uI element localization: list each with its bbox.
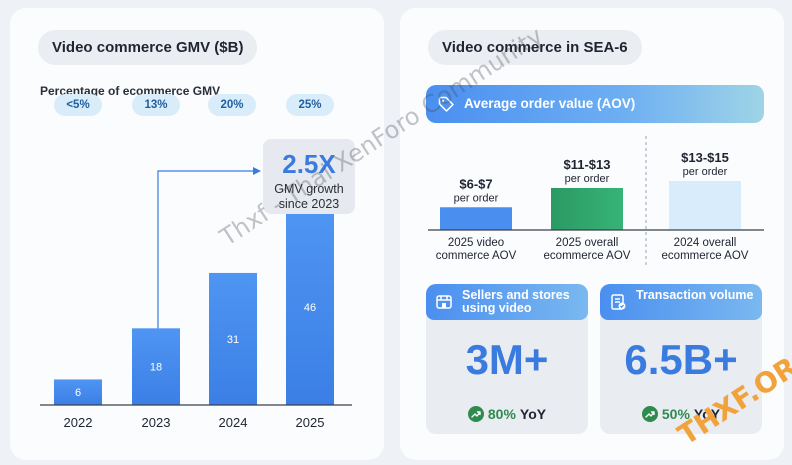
storefront-icon	[436, 295, 452, 309]
sellers-stat-value: 3M+	[465, 336, 549, 383]
growth-value: 2.5X	[282, 149, 336, 179]
aov-x-tick-label: commerce AOV	[436, 250, 517, 262]
gmv-bar	[54, 379, 102, 405]
tag-icon	[438, 96, 454, 112]
transactions-stat-header: Transaction volume	[600, 284, 762, 320]
aov-per-order-label: per order	[565, 173, 610, 185]
growth-connector	[157, 170, 253, 329]
aov-x-tick-label: 2025 overall	[556, 237, 619, 249]
aov-value-label: $11-$13	[564, 157, 611, 172]
gmv-x-tick-label: 2025	[296, 415, 325, 430]
sellers-stat-header: Sellers and stores using video	[426, 284, 588, 320]
gmv-bar-chart: 6 2022 18 2023 31 2024 46 2025	[40, 167, 352, 430]
growth-callout: 2.5X GMV growth since 2023	[263, 139, 355, 214]
aov-x-tick-label: ecommerce AOV	[662, 250, 749, 262]
aov-bar	[440, 207, 512, 230]
aov-per-order-label: per order	[683, 166, 728, 178]
transactions-stat-value: 6.5B+	[624, 336, 738, 383]
sellers-yoy-pct: 80%	[487, 406, 516, 422]
sellers-stat-title: Sellers and stores using video	[462, 288, 570, 315]
aov-bar	[551, 188, 623, 230]
transactions-stat-title: Transaction volume	[636, 288, 754, 302]
gmv-bar-value-label: 18	[150, 362, 162, 374]
gmv-x-tick-label: 2023	[142, 415, 171, 430]
gmv-bar	[209, 272, 257, 405]
sellers-stat-card: Sellers and stores using video 3M+ 80% Yo…	[426, 284, 588, 434]
transactions-stat-card: Transaction volume 6.5B+ 50% YoY	[600, 284, 762, 434]
trend-up-icon	[467, 406, 484, 422]
transactions-yoy-label: YoY	[693, 406, 721, 422]
aov-x-tick-label: 2024 overall	[674, 237, 737, 249]
sea6-panel: Video commerce in SEA-6 Average order va…	[400, 8, 784, 460]
sellers-yoy: 80% YoY	[426, 406, 588, 422]
sellers-yoy-label: YoY	[519, 406, 547, 422]
transactions-yoy: 50% YoY	[600, 406, 762, 422]
aov-value-label: $13-$15	[681, 150, 729, 165]
aov-banner: Average order value (AOV)	[426, 85, 764, 123]
receipt-icon	[611, 294, 626, 310]
pct-badge-2023: 13%	[132, 94, 180, 116]
transactions-yoy-pct: 50%	[661, 406, 690, 422]
trend-up-icon	[641, 406, 658, 422]
pct-badge-2022: <5%	[54, 94, 102, 116]
gmv-panel: Video commerce GMV ($B) Percentage of ec…	[10, 8, 384, 460]
gmv-x-tick-label: 2022	[64, 415, 93, 430]
aov-x-tick-label: ecommerce AOV	[544, 250, 631, 262]
gmv-bar-value-label: 6	[75, 387, 81, 399]
aov-banner-label: Average order value (AOV)	[464, 96, 636, 111]
gmv-bar	[132, 328, 180, 405]
growth-label: GMV growth since 2023	[274, 182, 344, 211]
gmv-bar-value-label: 31	[227, 334, 239, 346]
aov-x-tick-label: 2025 video	[448, 237, 504, 249]
sea6-panel-title: Video commerce in SEA-6	[428, 30, 642, 65]
gmv-panel-title: Video commerce GMV ($B)	[38, 30, 258, 65]
pct-badge-2025: 25%	[286, 94, 334, 116]
aov-bar	[669, 181, 741, 230]
gmv-x-tick-label: 2024	[219, 415, 248, 430]
gmv-bar	[286, 209, 334, 405]
aov-per-order-label: per order	[454, 192, 499, 204]
pct-badge-2024: 20%	[208, 94, 256, 116]
aov-value-label: $6-$7	[459, 176, 492, 191]
growth-arrowhead	[253, 167, 261, 175]
gmv-bar-value-label: 46	[304, 302, 316, 314]
